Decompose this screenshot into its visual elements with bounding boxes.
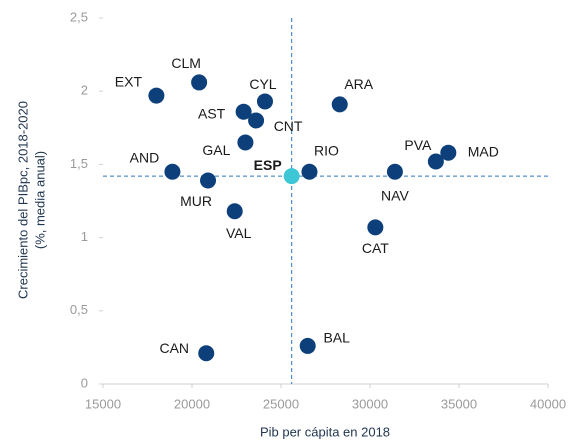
x-tick-label: 35000 — [441, 396, 477, 411]
point-label: ESP — [254, 157, 282, 173]
point — [440, 144, 457, 161]
point-label: CNT — [274, 118, 303, 134]
point — [256, 93, 273, 110]
y-tick-label: 2,5 — [70, 9, 88, 24]
point-label: CAT — [362, 240, 389, 256]
point — [164, 163, 181, 180]
point — [386, 163, 403, 180]
point — [237, 134, 254, 151]
point — [299, 337, 316, 354]
point-label: NAV — [381, 187, 409, 203]
x-tick-label: 25000 — [263, 396, 299, 411]
point-label: MAD — [468, 143, 499, 159]
point-label: RIO — [314, 142, 339, 158]
point-label: CYL — [249, 76, 276, 92]
point — [198, 345, 215, 362]
x-axis-title: Pib per cápita en 2018 — [260, 424, 390, 439]
point-label: AND — [130, 149, 160, 165]
point-label: CLM — [171, 55, 201, 71]
point-label: MUR — [180, 193, 212, 209]
y-axis-title: (%, media anual) — [32, 151, 47, 249]
point — [427, 153, 444, 170]
point-label: ARA — [344, 76, 373, 92]
y-axis-title: Crecimiento del PIBpc, 2018-2020 — [15, 101, 30, 299]
point — [148, 87, 165, 104]
point — [367, 219, 384, 236]
point — [191, 74, 208, 91]
x-tick-label: 40000 — [530, 396, 566, 411]
point-label: VAL — [226, 225, 252, 241]
y-tick-label: 0,5 — [70, 302, 88, 317]
point-label: EXT — [115, 73, 143, 89]
x-tick-label: 30000 — [352, 396, 388, 411]
point-label: AST — [198, 105, 226, 121]
y-tick-label: 1 — [81, 229, 88, 244]
point — [226, 203, 243, 220]
point-label: PVA — [404, 137, 432, 153]
x-tick-label: 15000 — [85, 396, 121, 411]
y-tick-label: 0 — [81, 375, 88, 390]
y-tick-label: 1,5 — [70, 156, 88, 171]
point-label: BAL — [323, 330, 350, 346]
point — [283, 168, 300, 185]
point-label: CAN — [159, 340, 189, 356]
point-label: GAL — [202, 142, 230, 158]
point — [248, 112, 265, 129]
point — [301, 163, 318, 180]
point — [331, 96, 348, 113]
x-tick-label: 20000 — [174, 396, 210, 411]
point — [235, 103, 252, 120]
y-tick-label: 2 — [81, 83, 88, 98]
point — [200, 172, 217, 189]
